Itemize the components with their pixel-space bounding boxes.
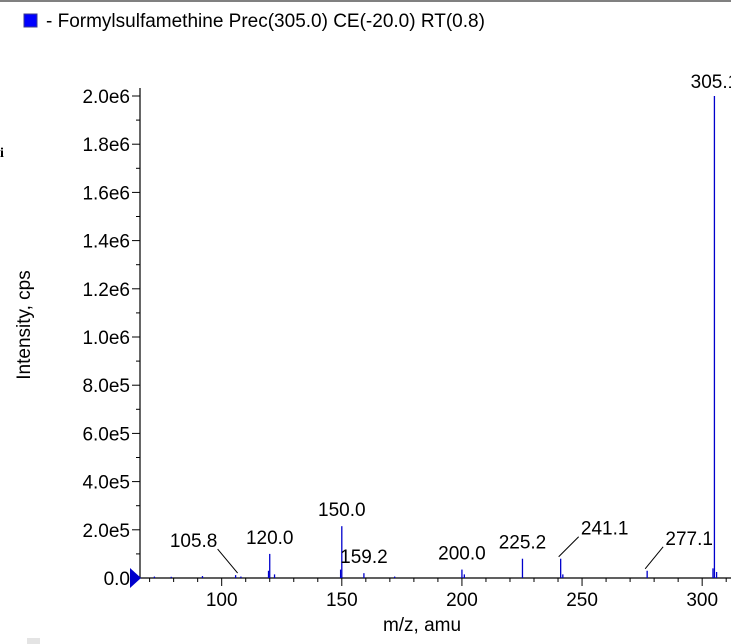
y-axis-title: Intensity, cps [14,270,35,379]
y-tick-label: 1.4e6 [82,232,130,253]
x-tick-label: 150 [326,590,358,611]
peak-label: 120.0 [246,528,294,549]
peak-bars [153,96,718,578]
peak-label: 241.1 [581,519,629,540]
y-tick-label: 6.0e5 [82,424,130,445]
peak-label: 305.1 [691,72,731,93]
peak-label: 200.0 [438,544,486,565]
legend-label: - Formylsulfamethine Prec(305.0) CE(-20.… [46,11,485,32]
peak-label: 150.0 [318,500,366,521]
y-tick-label: 0.0 [104,569,130,590]
peak-label: 159.2 [340,547,388,568]
fragment-text: i [0,146,4,161]
y-tick-label: 1.0e6 [82,328,130,349]
y-tick-label: 8.0e5 [82,376,130,397]
y-tick-label: 2.0e6 [82,87,130,108]
legend-swatch-partial [27,638,40,644]
x-tick-label: 100 [206,590,238,611]
y-tick-label: 1.2e6 [82,280,130,301]
y-tick-label: 1.8e6 [82,135,130,156]
x-tick-label: 300 [686,590,718,611]
peak-label: 225.2 [499,533,547,554]
y-tick-label: 1.6e6 [82,183,130,204]
peak-label-leader [217,548,239,574]
peak-label: 277.1 [665,529,713,550]
peak-label: 105.8 [170,531,218,552]
cursor-arrow-icon[interactable] [130,568,141,588]
y-tick-label: 4.0e5 [82,473,130,494]
y-tick-label: 2.0e5 [82,521,130,542]
x-tick-label: 250 [566,590,598,611]
legend-swatch [23,13,38,28]
peak-label-leader [558,536,580,558]
peak-label-leader [644,546,664,570]
x-axis-title: m/z, amu [383,615,461,636]
axes: 0.0 2.0e5 4.0e5 6.0e5 8.0e5 1.0e6 1.2e6 1.4e6 1.… [82,87,731,611]
x-tick-label: 200 [446,590,478,611]
peak-labels: 105.8 120.0 150.0 159.2 200.0 225.2 241.1 277.1… [170,72,731,574]
